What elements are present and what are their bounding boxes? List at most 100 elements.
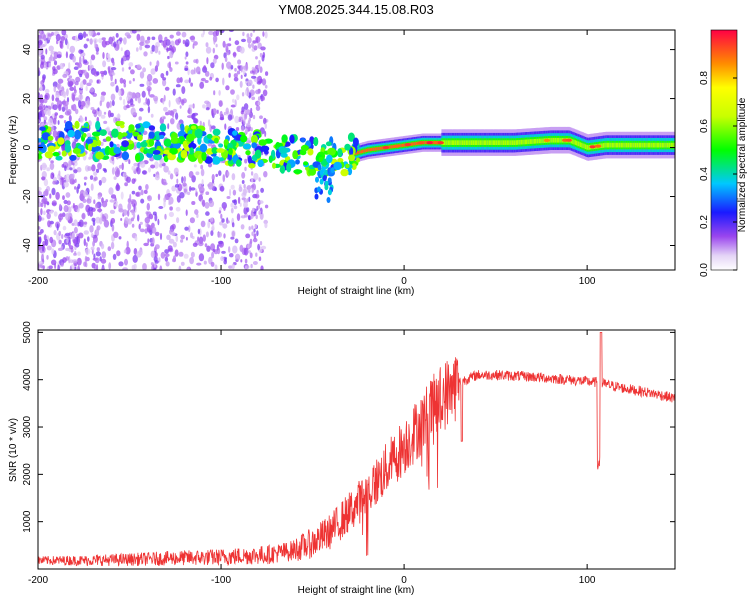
noise-cell [252,261,258,265]
noise-cell [131,223,135,228]
noise-cell [247,120,251,125]
ridge-blob [61,150,67,157]
noise-cell [65,212,71,221]
noise-cell [83,176,88,180]
noise-cell [40,61,44,65]
noise-cell [147,36,151,41]
noise-cell [242,188,247,196]
noise-cell [154,45,159,54]
noise-cell [203,65,207,71]
ridge-blob [136,141,142,149]
ridge-blob [344,143,351,151]
noise-cell [129,193,132,202]
noise-cell [251,43,254,49]
ridge-band-cell [362,149,364,154]
ridge-blob [159,123,167,132]
noise-cell [64,104,68,111]
noise-cell [51,187,56,196]
noise-cell [257,101,260,106]
ridge-band-cell [609,142,611,148]
ridge-band-cell [482,140,484,145]
ridge-band-cell [445,140,447,145]
ridge-blob [135,153,141,163]
ridge-blob [279,147,289,154]
ridge-blob [146,148,155,154]
noise-cell [83,31,87,39]
noise-cell [259,200,264,204]
noise-cell [113,176,117,180]
noise-cell [135,192,140,197]
ridge-blob [39,126,46,131]
noise-cell [188,104,194,108]
ridge-band-cell [392,145,395,149]
ridge-band-cell [613,142,615,148]
noise-cell [202,234,206,242]
noise-cell [101,40,107,48]
snr-xlabel: Height of straight line (km) [298,585,415,596]
noise-cell [82,198,87,203]
noise-cell [95,51,99,55]
noise-cell [56,83,61,89]
noise-cell [231,222,235,228]
ridge-band-cell [432,141,435,145]
noise-cell [77,183,81,189]
noise-cell [131,264,135,270]
noise-cell [191,113,196,120]
noise-cell [248,44,252,49]
noise-cell [98,179,102,186]
ridge-band-cell [356,151,359,155]
noise-cell [74,266,77,270]
noise-cell [96,225,101,231]
noise-cell [219,221,224,226]
noise-cell [226,196,231,199]
noise-cell [228,246,231,253]
noise-cell [241,197,246,201]
noise-cell [167,245,173,252]
noise-cell [140,35,145,44]
ridge-blob [317,164,322,171]
noise-cell [262,79,266,86]
noise-cell [127,202,132,211]
noise-cell [135,30,142,33]
colorbar-gradient [710,29,738,271]
noise-cell [264,204,269,209]
noise-cell [99,100,103,107]
noise-cell [136,166,139,172]
ridge-blob [333,161,342,171]
ridge-peak [417,141,424,145]
ridge-band-cell [388,145,391,149]
noise-cell [159,232,163,241]
noise-cell [196,262,202,266]
noise-cell [146,223,150,229]
noise-cell [124,49,131,58]
noise-cell [251,225,254,230]
noise-cell [154,161,159,169]
ridge-band-cell [528,139,531,144]
noise-cell [200,164,204,170]
noise-cell [147,238,150,244]
noise-cell [204,202,210,209]
ridge-blob [132,131,140,137]
noise-cell [232,51,237,58]
ridge-band-cell [634,142,637,148]
noise-cell [153,262,157,269]
ridge-band-cell [576,140,578,146]
noise-cell [262,31,265,37]
noise-cell [253,228,256,233]
noise-cell [147,106,151,114]
noise-cell [180,239,184,243]
noise-cell [95,251,101,257]
noise-cell [42,111,45,117]
ridge-band-cell [465,140,468,145]
ridge-blob [292,150,299,160]
noise-cell [43,119,46,124]
noise-cell [78,94,84,101]
noise-cell [132,78,135,82]
ridge-blob [189,147,195,155]
noise-cell [83,261,87,267]
noise-cell [249,241,252,248]
noise-cell [62,195,65,201]
noise-cell [246,87,249,92]
ridge-band-cell [470,140,473,145]
snr-xtick-label: 100 [579,575,596,586]
